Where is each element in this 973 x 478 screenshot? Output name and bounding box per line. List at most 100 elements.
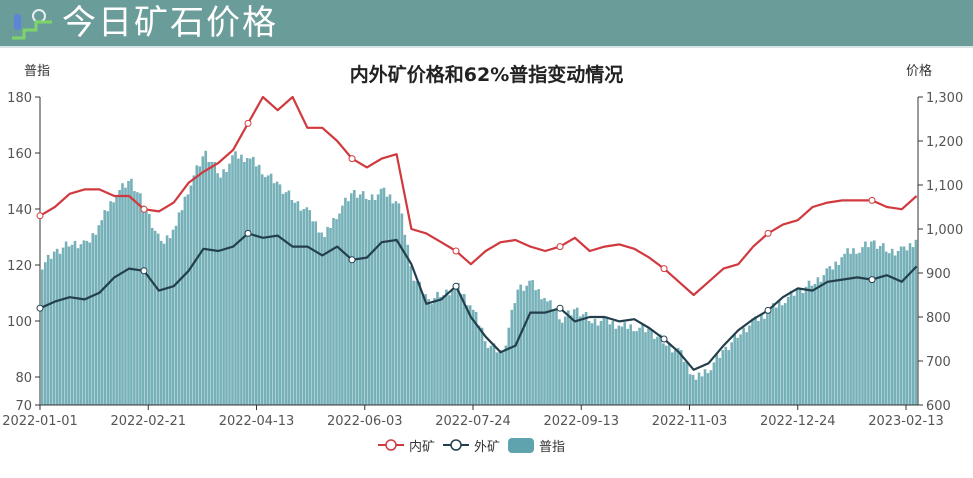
x-axis-tick-label: 2022-07-24 (435, 414, 511, 429)
bar-puzhi (569, 315, 573, 405)
bar-puzhi (567, 310, 570, 405)
bar-puzhi (870, 241, 873, 405)
bar-puzhi (136, 192, 139, 405)
bar-puzhi (287, 190, 291, 405)
bar-puzhi (596, 325, 600, 405)
left-axis-tick-label: 100 (7, 315, 32, 330)
bar-puzhi (751, 318, 754, 405)
bar-puzhi (359, 194, 362, 405)
bar-puzhi (367, 200, 371, 405)
bar-puzhi (406, 244, 410, 405)
bar-puzhi (237, 158, 240, 405)
bar-puzhi (460, 294, 463, 405)
bar-puzhi (822, 275, 826, 405)
bar-puzhi (861, 247, 864, 405)
bar-puzhi (409, 266, 413, 405)
bar-puzhi (219, 177, 222, 405)
bar-puzhi (780, 305, 784, 405)
bar-puzhi (133, 191, 136, 405)
bar-puzhi (91, 233, 95, 405)
right-axis-tick-label: 600 (926, 399, 951, 414)
bar-puzhi (638, 327, 641, 405)
bar-puzhi (849, 253, 852, 405)
legend-item-imported-ore[interactable]: 外矿 (443, 436, 500, 455)
bar-puzhi (382, 187, 386, 405)
bar-puzhi (581, 314, 585, 405)
bar-puzhi (341, 205, 344, 405)
line-marker (36, 212, 44, 220)
bar-puzhi (225, 172, 228, 405)
bar-puzhi (46, 254, 50, 405)
bar-puzhi (552, 310, 555, 405)
bar-puzhi (388, 194, 392, 405)
bar-puzhi (364, 198, 368, 405)
legend-line-marker-icon (443, 439, 470, 451)
bar-puzhi (275, 181, 279, 405)
bar-puzhi (831, 269, 834, 405)
bar-puzhi (501, 352, 505, 405)
bar-puzhi (715, 354, 719, 405)
bar-puzhi (525, 285, 528, 405)
bar-puzhi (243, 162, 246, 405)
bar-puzhi (617, 325, 621, 405)
bar-puzhi (543, 298, 546, 405)
bar-puzhi (317, 232, 320, 405)
bar-puzhi (347, 201, 350, 405)
bar-puzhi (626, 328, 629, 405)
right-axis-tick-label: 900 (926, 267, 951, 282)
bar-puzhi (94, 234, 98, 405)
bar-puzhi (528, 280, 531, 405)
bar-puzhi (810, 285, 814, 405)
bar-puzhi (127, 181, 130, 405)
bar-puzhi (82, 240, 86, 405)
bar-puzhi (727, 350, 730, 405)
bar-puzhi (439, 296, 442, 405)
left-axis-tick-label: 140 (7, 203, 32, 218)
legend-label: 普指 (539, 439, 566, 455)
bar-puzhi (234, 151, 237, 405)
bar-puzhi (730, 342, 733, 405)
bar-puzhi (465, 305, 469, 405)
left-axis-tick-label: 160 (7, 147, 32, 162)
bar-puzhi (477, 325, 481, 405)
bar-puzhi (783, 303, 787, 405)
bar-puzhi (495, 352, 499, 405)
bar-puzhi (260, 174, 264, 405)
bar-puzhi (67, 246, 71, 405)
x-axis-tick-label: 2022-12-24 (760, 414, 836, 429)
bar-puzhi (510, 309, 514, 405)
right-axis-tick-label: 1,200 (926, 135, 963, 150)
bar-puzhi (489, 345, 493, 405)
line-marker (140, 267, 148, 275)
bar-puzhi (323, 237, 326, 405)
line-marker (244, 119, 252, 127)
bar-puzhi (807, 280, 811, 405)
bar-puzhi (391, 203, 395, 405)
bar-puzhi (204, 150, 207, 405)
bar-puzhi (893, 255, 897, 405)
bar-puzhi (483, 341, 487, 405)
legend-item-domestic-ore[interactable]: 内矿 (378, 436, 435, 455)
x-axis-tick-label: 2022-04-13 (219, 414, 295, 429)
left-axis-tick-label: 120 (7, 259, 32, 274)
bar-puzhi (480, 327, 484, 405)
bar-puzhi (896, 251, 900, 405)
bar-puzhi (356, 197, 359, 405)
legend-item-puzhi-index[interactable]: 普指 (508, 436, 565, 455)
bar-puzhi (852, 248, 855, 405)
bar-puzhi (911, 247, 915, 405)
legend-bar-swatch-icon (508, 437, 535, 453)
bar-puzhi (757, 321, 760, 405)
bar-puzhi (281, 193, 285, 405)
bar-puzhi (121, 183, 124, 405)
bar-puzhi (572, 309, 576, 405)
bar-puzhi (344, 197, 347, 405)
bar-puzhi (792, 295, 796, 405)
bar-puzhi (222, 169, 225, 405)
bar-puzhi (760, 314, 763, 405)
bar-puzhi (145, 211, 148, 405)
legend-line-marker-icon (378, 439, 404, 451)
bar-puzhi (373, 200, 377, 405)
line-marker (868, 196, 876, 204)
